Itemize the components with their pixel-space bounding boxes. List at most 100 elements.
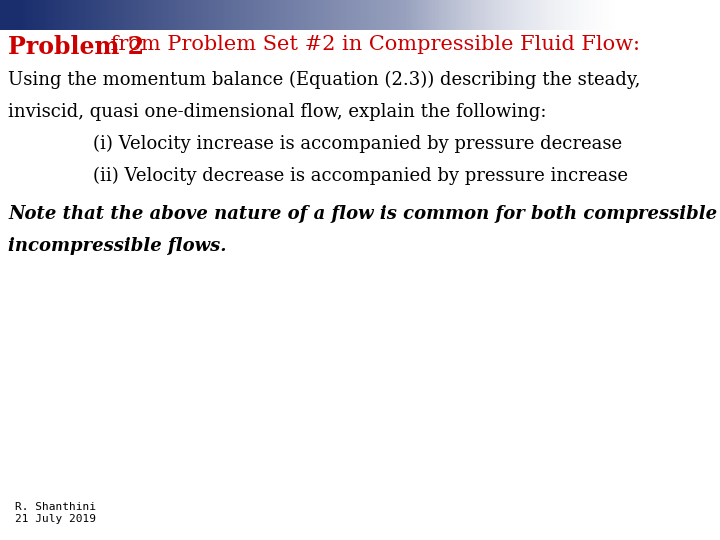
Bar bbox=[86, 0, 89, 30]
Bar bbox=[364, 0, 366, 30]
Bar bbox=[449, 0, 451, 30]
Bar bbox=[194, 0, 196, 30]
Bar bbox=[444, 0, 446, 30]
Bar bbox=[161, 0, 163, 30]
Bar bbox=[360, 0, 362, 30]
Bar bbox=[568, 0, 570, 30]
Bar bbox=[119, 0, 121, 30]
Bar bbox=[355, 0, 357, 30]
Bar bbox=[549, 0, 552, 30]
Bar bbox=[612, 0, 615, 30]
Bar bbox=[323, 0, 325, 30]
Bar bbox=[63, 0, 65, 30]
Bar bbox=[507, 0, 510, 30]
Bar bbox=[84, 0, 86, 30]
Bar bbox=[341, 0, 343, 30]
Bar bbox=[257, 0, 259, 30]
Bar bbox=[428, 0, 430, 30]
Bar bbox=[74, 0, 76, 30]
Bar bbox=[521, 0, 523, 30]
Bar bbox=[701, 0, 703, 30]
Bar bbox=[425, 0, 428, 30]
Bar bbox=[238, 0, 240, 30]
Bar bbox=[42, 0, 44, 30]
Bar bbox=[718, 0, 720, 30]
Bar bbox=[297, 0, 299, 30]
Bar bbox=[109, 0, 112, 30]
Bar bbox=[619, 0, 622, 30]
Bar bbox=[37, 0, 39, 30]
Bar bbox=[50, 0, 53, 30]
Bar bbox=[566, 0, 568, 30]
Bar bbox=[561, 0, 563, 30]
Bar bbox=[163, 0, 166, 30]
Bar bbox=[687, 0, 690, 30]
Bar bbox=[145, 0, 147, 30]
Bar bbox=[294, 0, 297, 30]
Bar bbox=[179, 0, 181, 30]
Bar bbox=[220, 0, 222, 30]
Bar bbox=[404, 0, 406, 30]
Bar bbox=[217, 0, 220, 30]
Bar bbox=[554, 0, 557, 30]
Bar bbox=[690, 0, 692, 30]
Bar bbox=[266, 0, 269, 30]
Bar bbox=[587, 0, 589, 30]
Bar bbox=[629, 0, 631, 30]
Bar bbox=[643, 0, 645, 30]
Bar bbox=[463, 0, 465, 30]
Bar bbox=[615, 0, 617, 30]
Bar bbox=[348, 0, 350, 30]
Bar bbox=[198, 0, 200, 30]
Bar bbox=[510, 0, 512, 30]
Bar bbox=[69, 0, 72, 30]
Bar bbox=[675, 0, 678, 30]
Bar bbox=[275, 0, 278, 30]
Bar bbox=[703, 0, 706, 30]
Bar bbox=[668, 0, 671, 30]
Bar bbox=[469, 0, 472, 30]
Bar bbox=[486, 0, 488, 30]
Bar bbox=[261, 0, 264, 30]
Bar bbox=[112, 0, 114, 30]
Bar bbox=[140, 0, 142, 30]
Bar bbox=[184, 0, 186, 30]
Bar bbox=[495, 0, 498, 30]
Bar bbox=[390, 0, 392, 30]
Bar bbox=[570, 0, 572, 30]
Bar bbox=[603, 0, 606, 30]
Bar bbox=[472, 0, 474, 30]
Bar bbox=[500, 0, 503, 30]
Bar bbox=[631, 0, 634, 30]
Bar bbox=[329, 0, 331, 30]
Bar bbox=[505, 0, 507, 30]
Bar bbox=[310, 0, 312, 30]
Bar bbox=[350, 0, 353, 30]
Bar bbox=[512, 0, 514, 30]
Bar bbox=[292, 0, 294, 30]
Bar bbox=[664, 0, 666, 30]
Bar bbox=[673, 0, 675, 30]
Bar bbox=[435, 0, 437, 30]
Bar bbox=[711, 0, 713, 30]
Bar bbox=[683, 0, 685, 30]
Bar bbox=[304, 0, 306, 30]
Bar bbox=[55, 0, 58, 30]
Bar bbox=[229, 0, 231, 30]
Bar bbox=[395, 0, 397, 30]
Bar bbox=[132, 0, 135, 30]
Bar bbox=[694, 0, 697, 30]
Bar bbox=[142, 0, 145, 30]
Bar bbox=[299, 0, 301, 30]
Bar bbox=[692, 0, 694, 30]
Bar bbox=[493, 0, 495, 30]
Bar bbox=[114, 0, 117, 30]
Bar bbox=[362, 0, 364, 30]
Bar bbox=[273, 0, 275, 30]
Bar bbox=[563, 0, 566, 30]
Bar bbox=[680, 0, 683, 30]
Bar bbox=[697, 0, 699, 30]
Bar bbox=[713, 0, 716, 30]
Bar bbox=[173, 0, 175, 30]
Bar bbox=[366, 0, 369, 30]
